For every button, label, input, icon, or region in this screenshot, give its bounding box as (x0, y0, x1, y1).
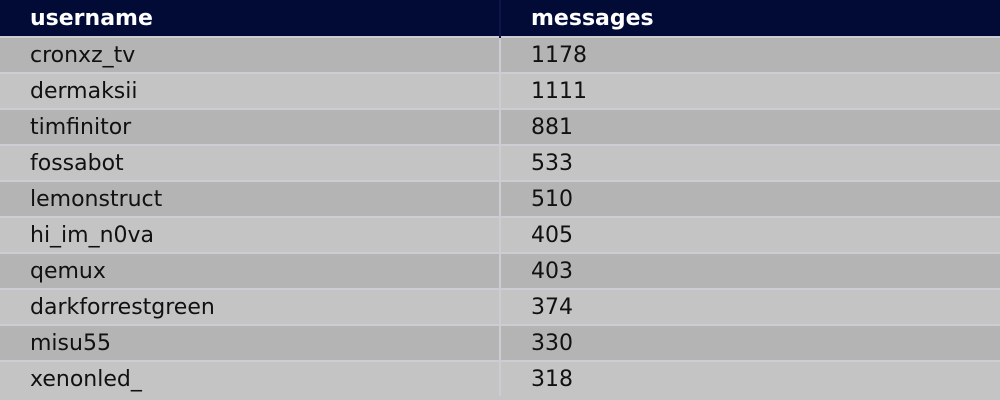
table-row: fossabot 533 (0, 144, 1000, 181)
messages-cell: 510 (500, 180, 1000, 217)
messages-cell: 330 (500, 324, 1000, 361)
table-row: cronxz_tv 1178 (0, 36, 1000, 73)
username-cell: cronxz_tv (0, 36, 501, 73)
table-row: dermaksii 1111 (0, 72, 1000, 109)
table-row: lemonstruct 510 (0, 180, 1000, 217)
table-row: hi_im_n0va 405 (0, 216, 1000, 253)
username-cell: hi_im_n0va (0, 216, 501, 253)
messages-cell: 403 (500, 252, 1000, 289)
username-cell: fossabot (0, 144, 501, 181)
username-cell: timfinitor (0, 108, 501, 145)
username-cell: darkforrestgreen (0, 288, 501, 325)
username-cell: xenonled_ (0, 360, 501, 396)
username-cell: qemux (0, 252, 501, 289)
messages-cell: 1111 (500, 72, 1000, 109)
table-row: timfinitor 881 (0, 108, 1000, 145)
username-cell: lemonstruct (0, 180, 501, 217)
messages-cell: 374 (500, 288, 1000, 325)
messages-cell: 318 (500, 360, 1000, 396)
messages-cell: 1178 (500, 36, 1000, 73)
username-cell: misu55 (0, 324, 501, 361)
column-header-messages[interactable]: messages (500, 0, 1000, 37)
messages-cell: 881 (500, 108, 1000, 145)
table-row: darkforrestgreen 374 (0, 288, 1000, 325)
username-cell: dermaksii (0, 72, 501, 109)
table-row: misu55 330 (0, 324, 1000, 361)
table-row: xenonled_ 318 (0, 360, 1000, 396)
messages-cell: 405 (500, 216, 1000, 253)
header-row: username messages (0, 0, 1000, 37)
table-row: qemux 403 (0, 252, 1000, 289)
column-header-username[interactable]: username (0, 0, 501, 37)
messages-cell: 533 (500, 144, 1000, 181)
